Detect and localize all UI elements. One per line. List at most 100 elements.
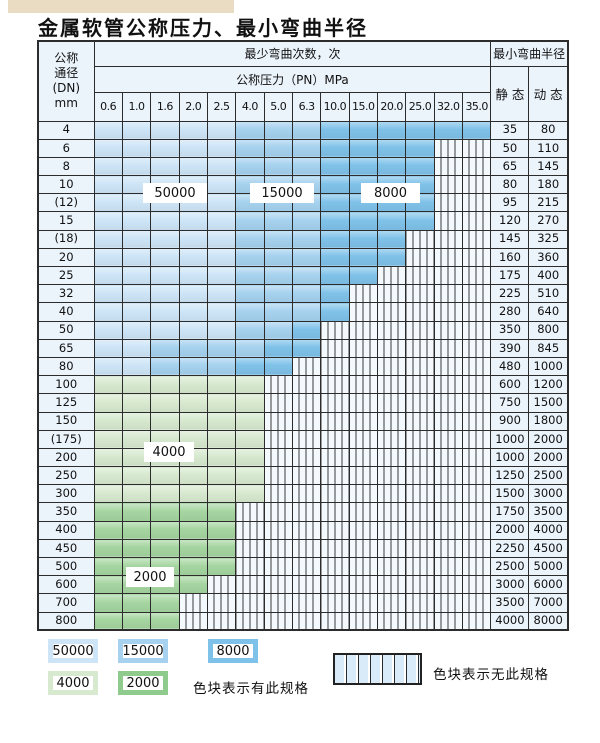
spec-cell [320,265,350,286]
no-spec-cell [235,575,265,595]
spec-cell [263,156,293,177]
spec-cell [93,229,123,249]
spec-cell [206,156,237,177]
spec-cell [93,356,123,377]
pressure-value-header: 6.3 [291,91,322,122]
spec-cell [348,138,378,158]
no-spec-cell [263,484,293,504]
static-radius-cell: 120 [490,211,530,231]
spec-cell [121,429,152,449]
spec-cell [320,193,350,213]
dynamic-radius-cell: 80 [528,120,569,140]
dn-cell: 450 [37,538,95,559]
dynamic-radius-cell: 270 [528,211,569,231]
spec-cell [235,356,265,377]
spec-cell [348,265,378,286]
dynamic-radius-cell: 215 [528,193,569,213]
dynamic-radius-cell: 2000 [528,447,569,468]
dn-cell: 32 [37,284,95,304]
table-row: 15 120 270 [37,211,569,231]
spec-cell [150,502,180,522]
no-spec-cell [348,484,378,504]
no-spec-cell [461,211,492,231]
no-spec-cell [405,575,435,595]
no-spec-cell [178,593,208,613]
table-row: 300 1500 3000 [37,484,569,504]
dynamic-radius-cell: 1200 [528,375,569,395]
no-spec-cell [405,320,435,340]
static-radius-cell: 1000 [490,429,530,449]
no-spec-cell [235,611,265,631]
pressure-group-header: 公称压力（PN）MPa [93,65,492,93]
no-spec-cell [320,356,350,377]
no-spec-cell [433,520,463,540]
spec-cell [178,338,208,358]
spec-cell [93,265,123,286]
no-spec-cell [433,175,463,195]
spec-cell [93,393,123,413]
no-spec-cell [433,393,463,413]
spec-cell [93,611,123,631]
spec-cell [150,120,180,140]
spec-cell [291,156,322,177]
no-spec-cell [461,320,492,340]
dynamic-radius-cell: 3500 [528,502,569,522]
spec-cell [291,302,322,322]
static-radius-cell: 175 [490,265,530,286]
dynamic-radius-cell: 400 [528,265,569,286]
no-spec-cell [178,611,208,631]
spec-cell [235,411,265,431]
dynamic-radius-cell: 800 [528,320,569,340]
spec-cell [93,338,123,358]
no-spec-cell [433,156,463,177]
no-spec-cell [376,320,407,340]
no-spec-cell [206,611,237,631]
no-spec-cell [461,593,492,613]
spec-cell [93,429,123,449]
no-spec-cell [376,302,407,322]
spec-cell [178,556,208,577]
spec-cell [150,302,180,322]
dn-cell: 600 [37,575,95,595]
spec-cell [206,338,237,358]
static-radius-cell: 2000 [490,520,530,540]
no-spec-cell [405,284,435,304]
dn-cell: 80 [37,356,95,377]
spec-cell [235,466,265,486]
no-spec-cell [376,484,407,504]
table-row: (18) 145 325 [37,229,569,249]
spec-cell [121,320,152,340]
dn-cell: 250 [37,466,95,486]
no-spec-cell [433,193,463,213]
spec-cell [263,265,293,286]
no-spec-cell [291,520,322,540]
spec-cell [235,156,265,177]
no-spec-cell [320,429,350,449]
spec-cell [150,320,180,340]
no-spec-cell [461,575,492,595]
no-spec-cell [461,175,492,195]
dynamic-radius-cell: 6000 [528,575,569,595]
no-spec-cell [461,447,492,468]
spec-cell [235,302,265,322]
no-spec-cell [263,447,293,468]
spec-cell [235,247,265,268]
no-spec-cell [376,538,407,559]
table-row: 250 1250 2500 [37,466,569,486]
legend-swatch-15000: 15000 [118,639,168,663]
table-row: 25 175 400 [37,265,569,286]
no-spec-cell [263,502,293,522]
no-spec-cell [291,611,322,631]
no-spec-cell [348,575,378,595]
no-spec-cell [433,284,463,304]
pressure-values-row: 0.6 1.0 1.6 2.0 2.5 4.0 5.0 6.3 10.0 15.0 20.0 25.0… [38,91,568,122]
no-spec-cell [291,411,322,431]
legend-no-spec-swatch [333,653,422,685]
spec-cell [150,484,180,504]
spec-cell [121,411,152,431]
spec-cell [348,156,378,177]
no-spec-cell [291,484,322,504]
spec-cell [93,211,123,231]
no-spec-cell [291,502,322,522]
spec-cell [121,284,152,304]
